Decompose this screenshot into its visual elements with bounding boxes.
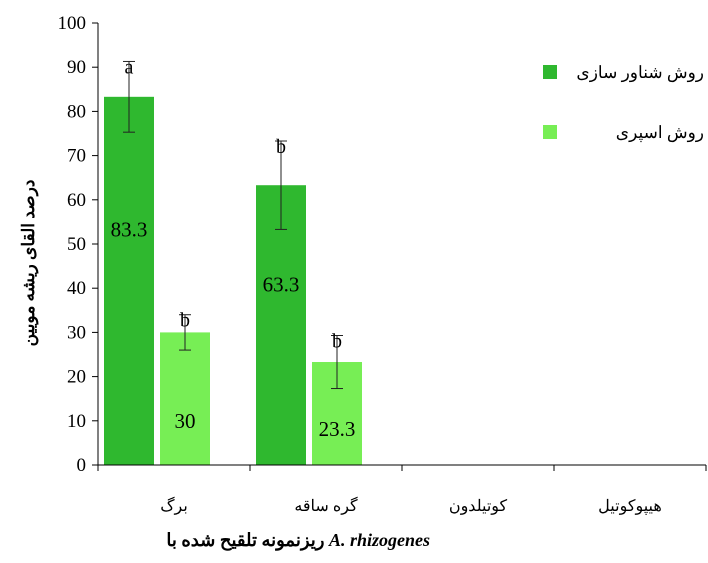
- x-tick-label: هیپوکوتیل: [598, 498, 662, 515]
- y-tick-label: 0: [77, 455, 87, 476]
- y-tick-label: 50: [67, 234, 86, 255]
- x-tick-label: برگ: [160, 496, 188, 515]
- y-tick-label: 100: [58, 13, 87, 34]
- significance-label: a: [125, 56, 134, 78]
- y-tick-label: 60: [67, 190, 86, 211]
- y-tick-label: 90: [67, 57, 86, 78]
- x-tick-label: گره ساقه: [294, 496, 358, 515]
- data-label: 30: [175, 409, 196, 433]
- x-axis-title: ریزنمونه تلقیح شده با A. rhizogenes: [166, 530, 430, 551]
- significance-label: b: [332, 330, 342, 352]
- bar: [104, 96, 154, 466]
- data-label: 23.3: [319, 417, 356, 441]
- bar: [256, 185, 306, 466]
- y-tick-label: 80: [67, 101, 86, 122]
- bar: [160, 332, 210, 465]
- y-tick-label: 70: [67, 146, 86, 167]
- data-label: 83.3: [111, 218, 148, 242]
- data-label: 63.3: [263, 273, 300, 297]
- significance-label: b: [180, 310, 190, 332]
- legend-label: روش اسپری: [616, 123, 704, 143]
- legend-label: روش شناور سازی: [576, 63, 704, 83]
- legend-swatch: [543, 65, 557, 79]
- y-tick-label: 40: [67, 278, 86, 299]
- y-axis-title: درصد القای ریشه مویین: [19, 180, 39, 347]
- x-axis-title-prefix: ریزنمونه تلقیح شده با: [166, 530, 324, 551]
- x-axis-title-organism: A. rhizogenes: [328, 530, 430, 550]
- x-tick-label: کوتیلدون: [449, 498, 508, 515]
- significance-label: b: [276, 136, 286, 158]
- y-tick-label: 20: [67, 367, 86, 388]
- legend-swatch: [543, 125, 557, 139]
- y-tick-label: 30: [67, 322, 86, 343]
- y-tick-label: 10: [67, 411, 86, 432]
